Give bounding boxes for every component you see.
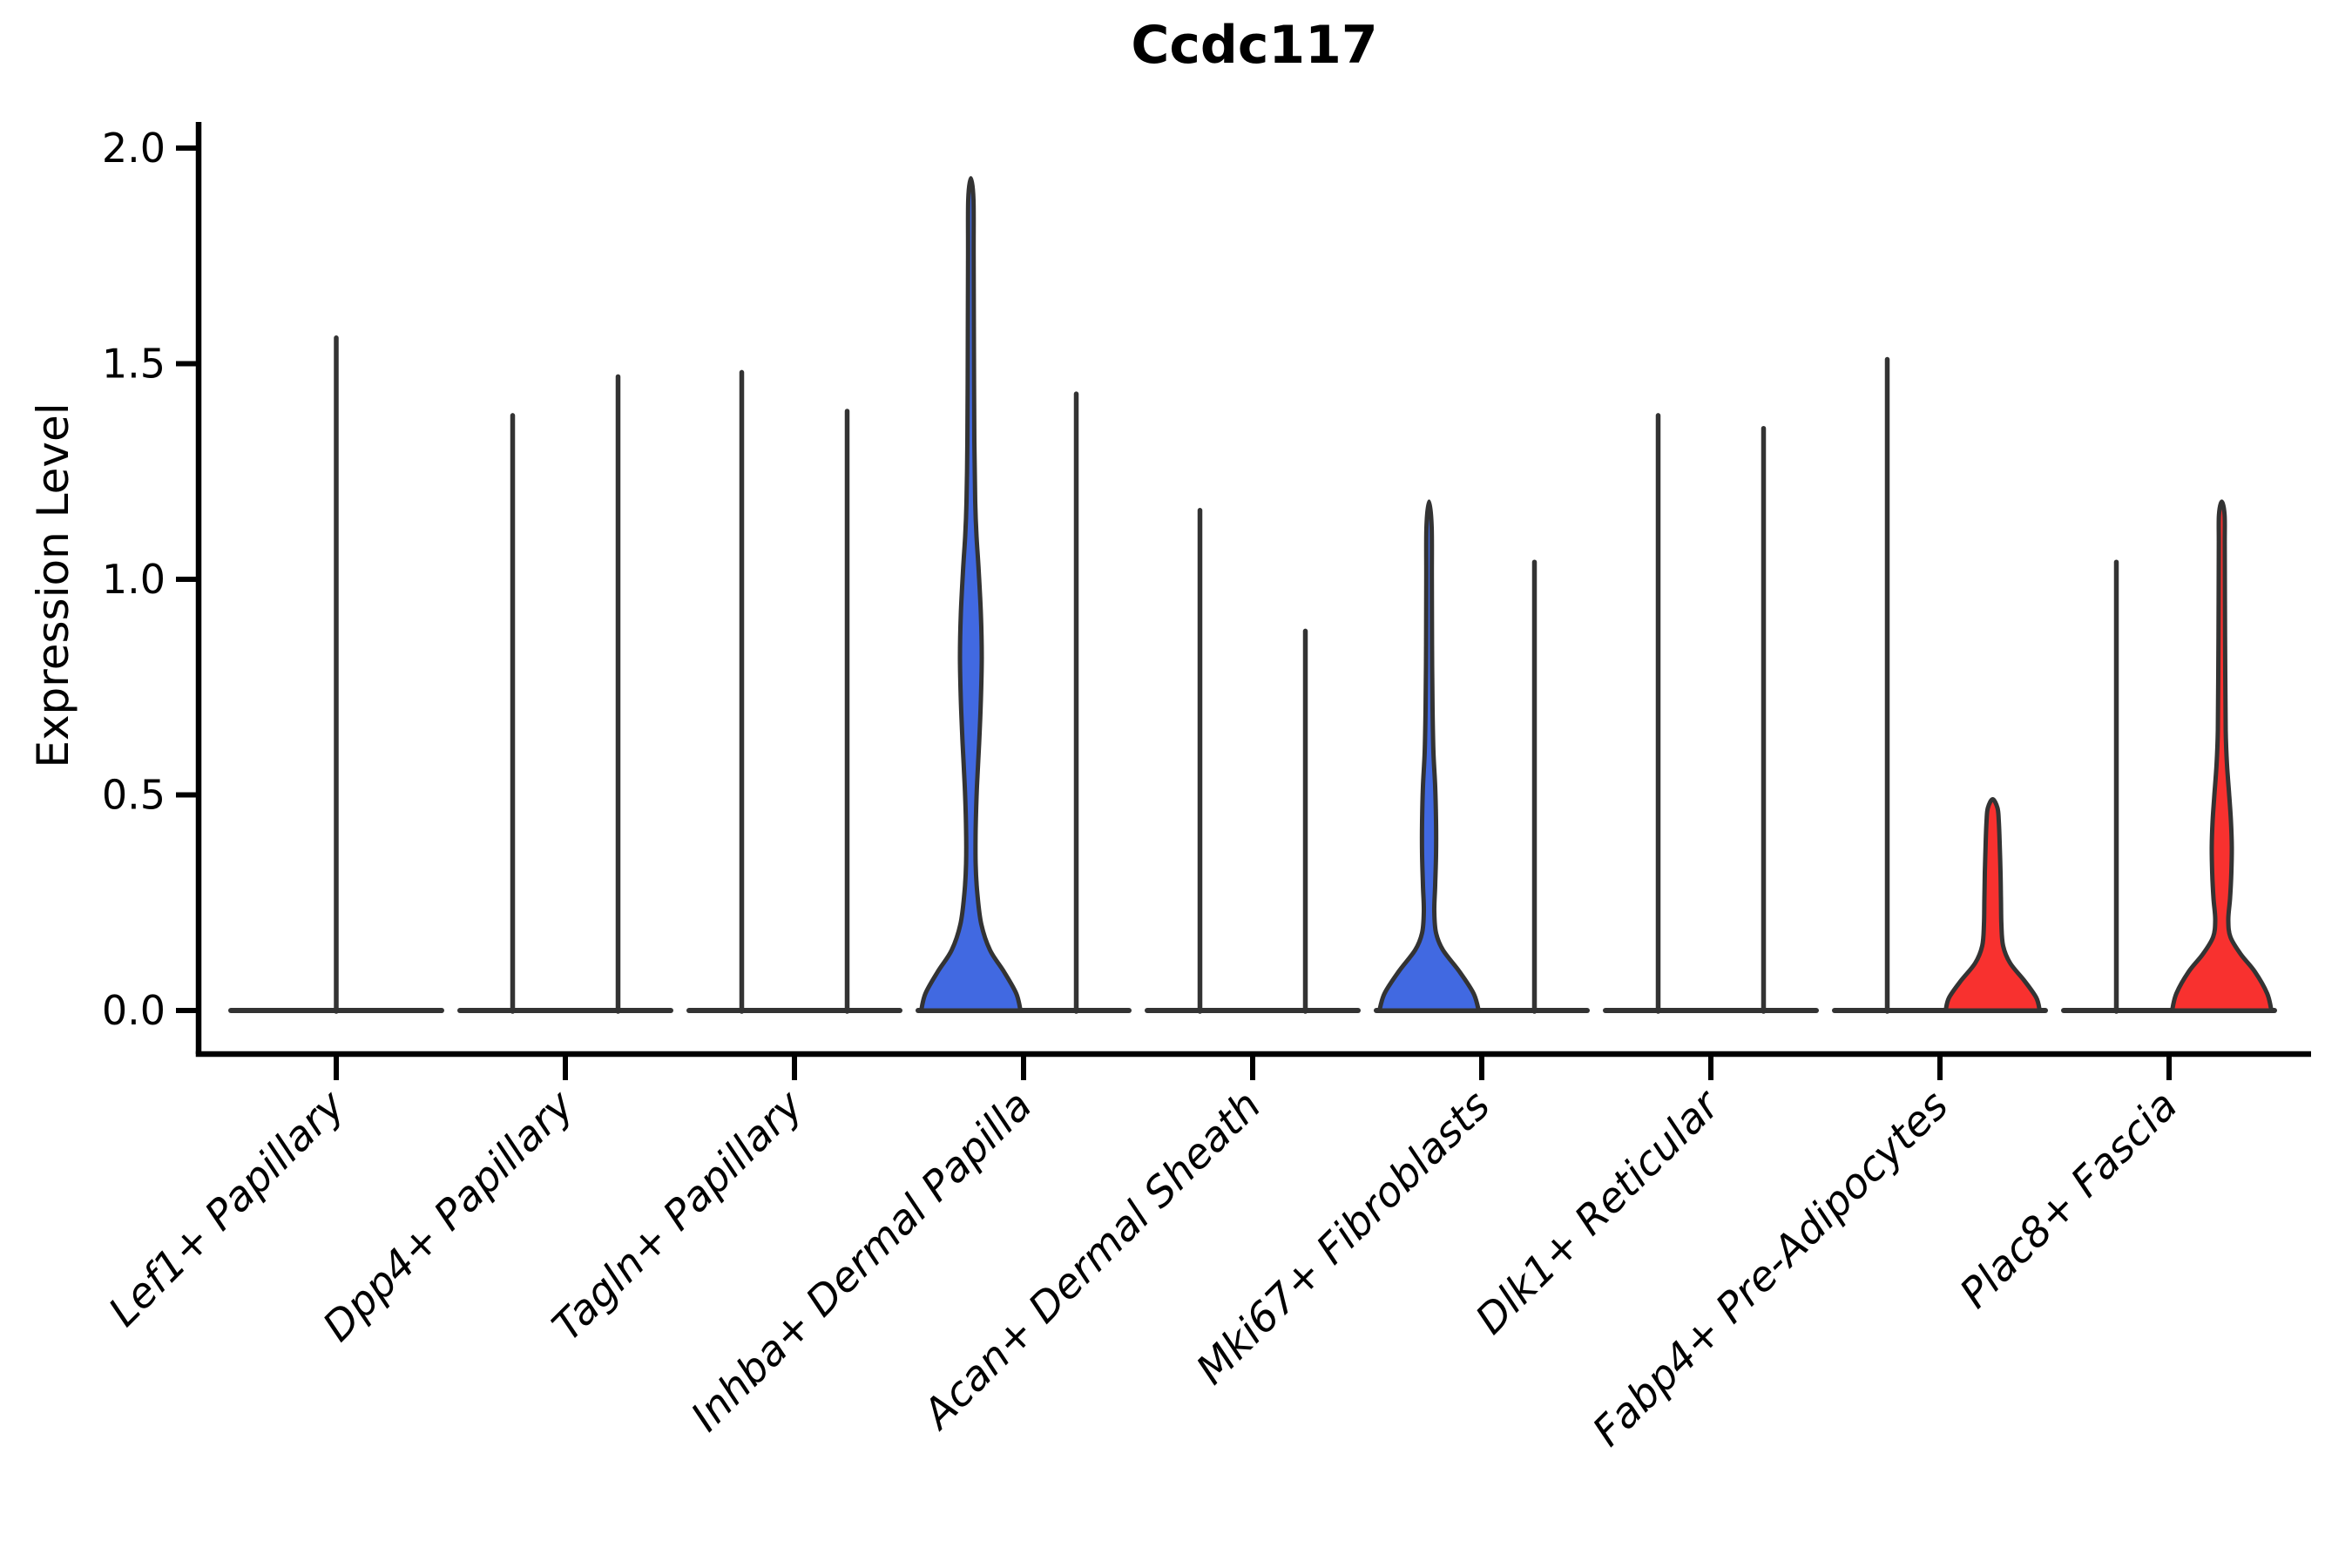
y-tick-label: 2.0 (102, 125, 166, 172)
y-axis-label: Expression Level (28, 402, 78, 767)
y-tick-labels: 0.0 0.5 1.0 1.5 2.0 (102, 125, 199, 1034)
violin-4-1 (919, 176, 1023, 1013)
plot-title: Ccdc117 (1131, 15, 1377, 76)
y-tick-label: 0.0 (102, 987, 166, 1034)
violin-9-2 (2170, 499, 2274, 1013)
y-tick-label: 1.5 (102, 341, 166, 388)
violin-8-2 (1943, 797, 2042, 1013)
y-tick-label: 1.0 (102, 556, 166, 603)
violins (334, 176, 2274, 1014)
y-tick-label: 0.5 (102, 772, 166, 819)
violin-6-1 (1377, 499, 1481, 1013)
